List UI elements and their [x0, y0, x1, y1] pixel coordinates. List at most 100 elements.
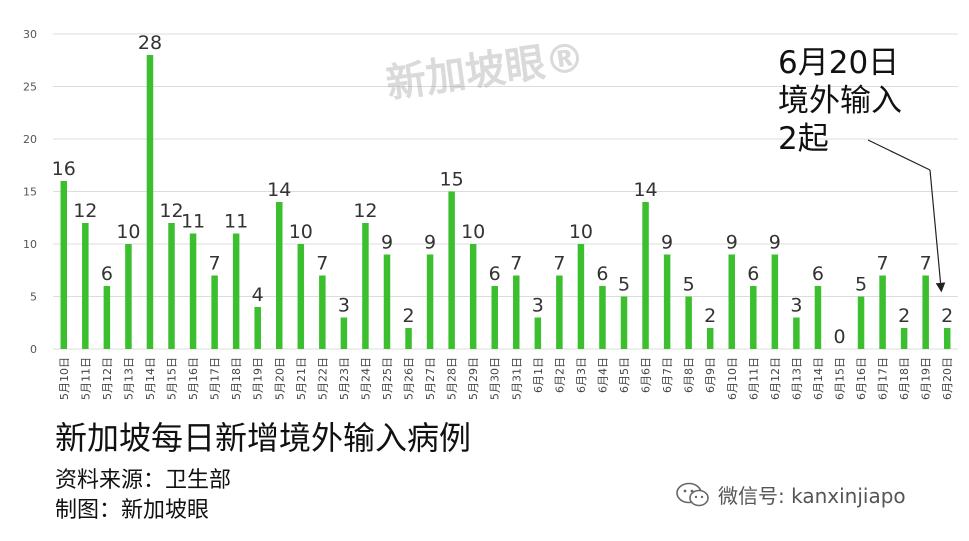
bar — [362, 223, 369, 349]
bar — [793, 317, 800, 349]
data-label: 10 — [289, 221, 313, 243]
data-label: 5 — [683, 274, 695, 296]
x-tick-label: 5月26日 — [403, 357, 416, 400]
bar — [771, 254, 779, 349]
data-label: 6 — [812, 263, 824, 285]
x-axis-ticks: 5月10日 5月11日 5月12日 5月13日 5月14日 5月15日 5月16日 5月17日… — [58, 357, 954, 400]
x-tick-label: 6月15日 — [833, 357, 846, 400]
x-tick-label: 5月16日 — [187, 357, 200, 400]
y-tick-label: 10 — [23, 238, 37, 251]
data-label: 7 — [209, 253, 221, 275]
data-label: 10 — [569, 221, 593, 243]
data-label: 12 — [159, 200, 183, 222]
x-tick-label: 5月10日 — [58, 357, 71, 400]
data-label: 3 — [532, 295, 544, 317]
x-tick-label: 5月20日 — [273, 357, 286, 400]
wechat-icon — [676, 482, 709, 506]
data-label: 3 — [338, 295, 350, 317]
x-tick-label: 6月18日 — [898, 357, 911, 400]
gridlines — [53, 33, 958, 350]
x-tick-label: 6月5日 — [618, 357, 631, 393]
bar — [276, 202, 283, 349]
x-tick-label: 6月9日 — [704, 357, 717, 393]
bar — [82, 223, 89, 349]
bar — [599, 286, 606, 349]
bar — [577, 244, 585, 349]
x-tick-label: 5月29日 — [467, 357, 480, 400]
bar — [426, 254, 434, 349]
bars — [60, 55, 951, 349]
x-tick-label: 5月23日 — [338, 357, 351, 400]
x-tick-label: 5月17日 — [209, 357, 222, 400]
data-label: 2 — [402, 305, 414, 327]
y-tick-label: 25 — [23, 81, 37, 94]
bar — [685, 296, 692, 349]
x-tick-label: 5月22日 — [316, 357, 329, 400]
bar — [189, 233, 197, 349]
data-label: 28 — [138, 32, 162, 54]
data-label: 6 — [596, 263, 608, 285]
y-axis-ticks: 0 5 10 15 20 25 30 — [23, 28, 37, 356]
x-tick-label: 5月25日 — [381, 357, 394, 400]
x-tick-label: 5月24日 — [359, 357, 372, 400]
data-label: 6 — [747, 263, 759, 285]
bar — [125, 244, 132, 349]
bar — [750, 286, 757, 349]
bar — [297, 244, 305, 349]
x-tick-label: 5月18日 — [230, 357, 243, 400]
data-label: 9 — [769, 232, 781, 254]
bar — [534, 317, 542, 349]
bar — [491, 286, 498, 349]
data-label: 9 — [661, 232, 673, 254]
data-label: 3 — [790, 295, 802, 317]
y-tick-label: 0 — [30, 343, 37, 356]
data-label: 14 — [267, 179, 291, 201]
bar — [857, 296, 865, 349]
annotation-line-1: 6月20日 — [778, 45, 900, 81]
data-label: 5 — [855, 274, 867, 296]
brand-footer: 微信号: kanxinjiapo — [676, 480, 906, 509]
bar — [728, 254, 735, 349]
data-label: 7 — [877, 253, 889, 275]
data-label: 10 — [116, 221, 140, 243]
data-label: 2 — [941, 305, 953, 327]
bar — [943, 328, 951, 349]
bar — [900, 328, 908, 349]
x-tick-label: 6月6日 — [640, 357, 653, 393]
data-label: 2 — [704, 305, 716, 327]
x-tick-label: 6月14日 — [812, 357, 825, 400]
data-label: 4 — [252, 284, 264, 306]
x-tick-label: 5月28日 — [446, 357, 459, 400]
bar — [232, 233, 240, 349]
data-label: 11 — [181, 211, 205, 233]
data-label: 7 — [510, 253, 522, 275]
x-tick-label: 5月11日 — [79, 357, 92, 400]
x-tick-label: 6月20日 — [941, 357, 954, 400]
data-label: 0 — [833, 326, 845, 348]
data-label: 7 — [553, 253, 565, 275]
bar — [469, 244, 477, 349]
x-tick-label: 5月19日 — [252, 357, 265, 400]
x-tick-label: 5月13日 — [122, 357, 135, 400]
x-tick-label: 6月13日 — [790, 357, 803, 400]
x-tick-label: 5月12日 — [101, 357, 114, 400]
chart-title: 新加坡每日新增境外输入病例 — [55, 419, 472, 457]
bar — [211, 275, 218, 349]
bar — [103, 286, 111, 349]
annotation-arrow — [867, 139, 931, 171]
bar — [448, 191, 455, 349]
annotation-line-3: 2起 — [778, 121, 829, 157]
bar — [642, 202, 649, 349]
y-tick-label: 15 — [23, 186, 37, 199]
source-line: 资料来源：卫生部 — [55, 468, 232, 493]
data-label: 7 — [316, 253, 328, 275]
bar — [60, 181, 68, 349]
bar — [513, 275, 520, 349]
bar — [405, 328, 412, 349]
data-label: 15 — [440, 169, 464, 191]
x-tick-label: 5月14日 — [144, 357, 157, 400]
x-tick-label: 5月21日 — [295, 357, 308, 400]
x-tick-label: 6月10日 — [726, 357, 739, 400]
data-label: 6 — [489, 263, 501, 285]
